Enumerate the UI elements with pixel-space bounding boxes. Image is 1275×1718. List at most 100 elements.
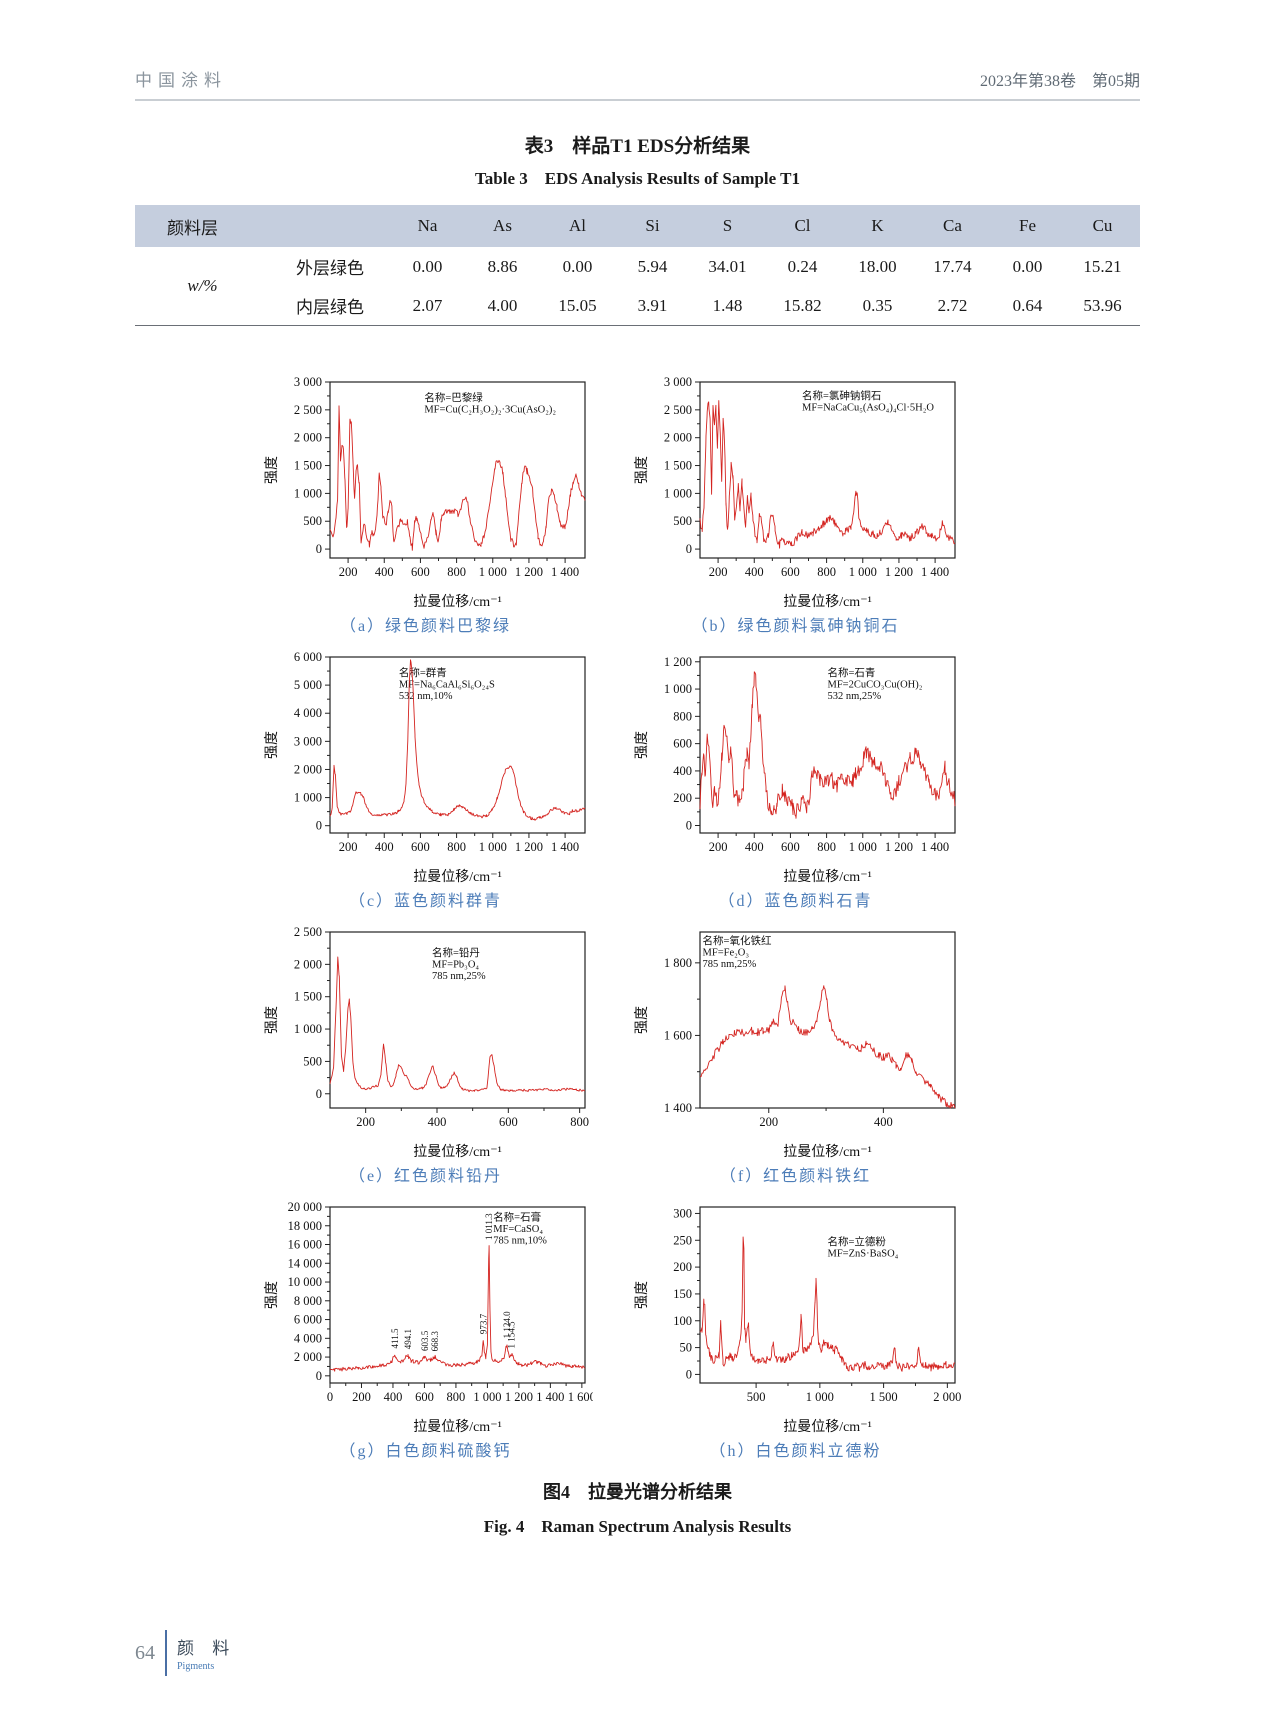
y-tick-label: 2 500 [294,403,322,417]
chart-c: 200 400 600 800 1 000 1 200 1 400 0 1 000 2 000 3 … [258,647,593,914]
spectrum-trace [699,400,956,549]
y-tick-label: 14 000 [288,1256,322,1270]
annotation-line: MF=Cu(C₂H₃O₂)₂·3Cu(AsO₂)₂ [424,404,556,415]
cell: 15.05 [558,295,597,315]
x-tick-label: 400 [745,840,764,854]
y-tick-label: 8 000 [294,1294,322,1308]
y-tick-label: 1 000 [294,1022,322,1036]
x-tick-label: 400 [384,1390,403,1404]
y-tick-label: 1 000 [664,486,692,500]
x-tick-label: 600 [411,840,430,854]
y-tick-label: 0 [316,819,322,833]
x-tick-label: 1 000 [806,1390,834,1404]
x-tick-label: 1 200 [885,565,913,579]
annotation-line: MF=NaCaCu₅(AsO₄)₄Cl·5H₂O [802,403,934,414]
x-tick-label: 400 [375,840,394,854]
table-titles: 表3 样品T1 EDS分析结果 Table 3 EDS Analysis Res… [0,131,1275,189]
col-header-element: Si [615,205,690,247]
annotation-line: MF=Fe₂O₃ [703,947,750,958]
chart-f: 200 400 1 400 1 600 1 800 拉曼位移/cm⁻¹ 强度 名称=氧化铁红 M… [628,922,963,1189]
chart-d-plot: 200 400 600 800 1 000 1 200 1 400 0 200 400 600 800… [628,647,963,892]
x-tick-label: 1 400 [551,840,579,854]
spectrum-trace [329,1245,586,1372]
y-tick-label: 2 000 [294,957,322,971]
chart-h-plot: 500 1 000 1 500 2 000 0 50 100 150 200 250 300 拉曼位移… [628,1197,963,1442]
x-tick-label: 600 [781,565,800,579]
x-tick-label: 200 [356,1115,375,1129]
y-tick-label: 200 [673,1260,692,1274]
chart-h-svg: 500 1 000 1 500 2 000 0 50 100 150 200 250 300 拉曼位移… [634,1206,961,1435]
y-tick-label: 300 [673,1206,692,1220]
chart-a-plot: 200 400 600 800 1 000 1 200 1 400 0 500 1 000 1 50… [258,372,593,617]
y-tick-label: 1 800 [664,956,692,970]
chart-h: 500 1 000 1 500 2 000 0 50 100 150 200 250 300 拉曼位移… [628,1197,963,1464]
x-axis-title: 拉曼位移/cm⁻¹ [413,869,502,885]
y-tick-label: 1 000 [294,486,322,500]
x-tick-label: 1 200 [885,840,913,854]
plot-frame [329,931,586,1109]
chart-d-svg: 200 400 600 800 1 000 1 200 1 400 0 200 400 600 800… [634,655,956,885]
cell: 2.07 [412,295,443,315]
x-axis-title: 拉曼位移/cm⁻¹ [413,1419,502,1435]
annotation-line: 532 nm,10% [399,691,453,702]
y-tick-label: 1 500 [294,459,322,473]
issue-info: 2023年第38卷 第05期 [979,73,1140,90]
plot-frame [329,656,586,834]
x-tick-label: 400 [745,565,764,579]
peak-label: 1 124.0 [502,1311,512,1339]
spectrum-trace [699,985,956,1109]
y-tick-label: 0 [316,542,322,556]
y-tick-label: 4 000 [294,706,322,720]
y-tick-label: 0 [686,542,692,556]
journal-name: 中国涂料 [135,71,227,90]
y-tick-label: 500 [303,514,322,528]
x-tick-label: 200 [339,840,358,854]
raman-charts-grid: 200 400 600 800 1 000 1 200 1 400 0 500 1 000 1 50… [258,372,963,1464]
plot-frame [329,1206,586,1384]
y-tick-label: 400 [673,764,692,778]
y-tick-label: 1 500 [664,459,692,473]
annotation-line: 名称=铅丹 [432,946,480,959]
annotation-line: 785 nm,25% [432,971,486,982]
cell: 8.86 [487,256,518,276]
col-header-element: Cu [1065,205,1140,247]
cell: 53.96 [1083,295,1122,315]
x-tick-label: 1 200 [505,1390,533,1404]
peak-label: 411.5 [390,1328,400,1348]
chart-g: 0 200 400 600 800 1 000 1 200 1 400 1 600 0 2 000 4… [258,1197,596,1464]
x-tick-label: 1 000 [473,1390,501,1404]
y-tick-label: 2 000 [294,1350,322,1364]
footer-section: 颜 料 Pigments [177,1634,236,1672]
peak-label: 494.1 [403,1329,413,1349]
x-tick-label: 600 [411,565,430,579]
annotation-line: MF=ZnS·BaSO₄ [828,1249,899,1260]
y-tick-label: 2 500 [294,925,322,939]
y-tick-label: 1 000 [294,791,322,805]
peak-label: 603.5 [420,1330,430,1351]
x-tick-label: 1 500 [870,1390,898,1404]
cell: 15.82 [783,295,822,315]
annotation-line: 名称=石青 [828,666,876,679]
chart-c-caption: （c）蓝色颜料群青 [348,893,503,910]
row-label: 内层绿色 [296,298,364,317]
x-axis-title: 拉曼位移/cm⁻¹ [783,869,872,885]
y-tick-label: 2 500 [664,403,692,417]
chart-g-plot: 0 200 400 600 800 1 000 1 200 1 400 1 600 0 2 000 4… [258,1197,596,1442]
cell: 4.00 [487,295,518,315]
cell: 0.24 [787,256,818,276]
y-tick-label: 20 000 [288,1200,322,1214]
x-tick-label: 400 [874,1115,893,1129]
y-tick-label: 16 000 [288,1238,322,1252]
col-header-element: S [690,205,765,247]
col-header-element: Na [390,205,465,247]
x-tick-label: 200 [759,1115,778,1129]
y-tick-label: 6 000 [294,650,322,664]
cell: 18.00 [858,256,897,276]
peak-label: 1 011.3 [484,1213,494,1240]
y-axis-title: 强度 [634,731,650,759]
cell: 0.00 [562,256,593,276]
cell: 34.01 [708,256,747,276]
y-tick-label: 5 000 [294,678,322,692]
y-axis-title: 强度 [264,456,280,484]
y-tick-label: 1 000 [664,682,692,696]
